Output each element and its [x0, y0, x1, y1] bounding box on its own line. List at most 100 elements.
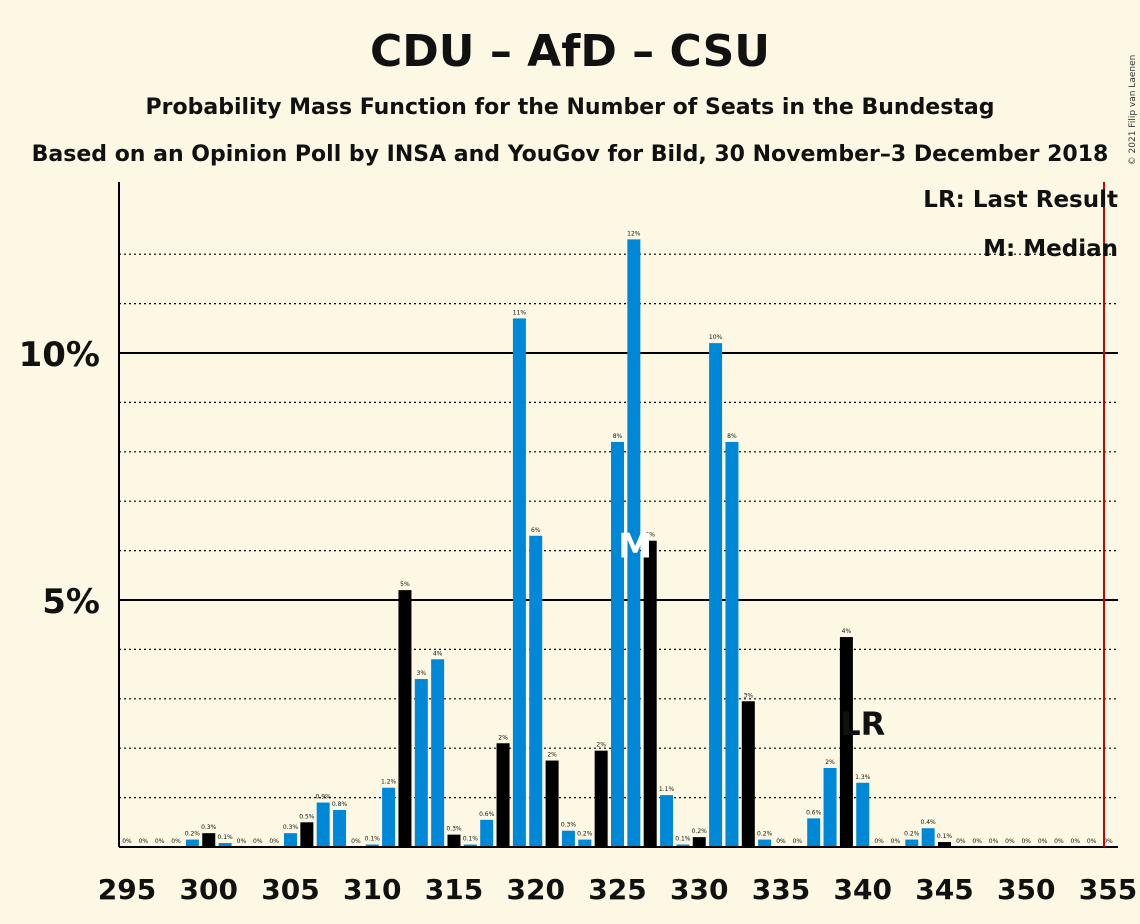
bar-label: 8% — [613, 433, 623, 440]
bar — [676, 844, 690, 847]
x-tick-label: 320 — [507, 873, 565, 906]
bar-label: 0% — [1005, 838, 1015, 845]
bar-label: 2% — [498, 734, 508, 741]
bar-label: 3% — [417, 670, 427, 677]
bar-label: 1.2% — [381, 779, 397, 786]
bar — [905, 839, 919, 847]
bar-label: 0.3% — [561, 822, 577, 829]
bar-label: 0.1% — [463, 836, 479, 843]
bar-label: 0% — [1103, 838, 1113, 845]
bar — [333, 809, 347, 847]
bar-labels: 0% 0% 0% 0%0.2%0.3%0.1%0% 0% 0%0.3%0.5%0.9%0.… — [122, 230, 1113, 845]
bar-label: 0% — [237, 838, 247, 845]
bar-label: 0.1% — [217, 834, 233, 841]
axes — [118, 182, 1118, 848]
bar-label: 12% — [627, 230, 641, 237]
bar-label: 4% — [433, 650, 443, 657]
bar-label: 0.2% — [757, 831, 773, 838]
bar — [856, 782, 870, 847]
bar — [463, 844, 477, 847]
x-tick-label: 305 — [261, 873, 319, 906]
bars — [185, 239, 951, 847]
bar — [218, 843, 232, 847]
markers: M LR — [618, 527, 885, 743]
bar-label: 0% — [956, 838, 966, 845]
bar — [839, 637, 853, 847]
bar-label: 0.3% — [446, 826, 462, 833]
chart-source: Based on an Opinion Poll by INSA and You… — [32, 142, 1109, 167]
bar-label: 2% — [825, 759, 835, 766]
bar-label: 0.2% — [577, 831, 593, 838]
bar-label: 0% — [253, 838, 263, 845]
bar-label: 0.3% — [283, 824, 299, 831]
bar — [398, 590, 412, 847]
bar — [709, 343, 723, 847]
bar-label: 0% — [1071, 838, 1081, 845]
bar-label: 0% — [1021, 838, 1031, 845]
bar — [529, 535, 543, 847]
bar — [594, 750, 608, 847]
bar — [643, 540, 657, 847]
bar-label: 0% — [139, 838, 149, 845]
bar — [365, 844, 379, 847]
bar — [660, 795, 674, 847]
bar — [578, 839, 592, 847]
x-tick-label: 335 — [752, 873, 810, 906]
x-tick-label: 355 — [1079, 873, 1137, 906]
bar-label: 6% — [645, 532, 655, 539]
bar-label: 1.1% — [659, 786, 675, 793]
chart-subtitle: Probability Mass Function for the Number… — [146, 95, 995, 120]
legend-median: M: Median — [983, 236, 1118, 262]
bar — [741, 701, 755, 847]
bar — [512, 318, 526, 847]
bar-label: 0.1% — [937, 833, 953, 840]
x-tick-label: 330 — [670, 873, 728, 906]
bar — [480, 819, 494, 847]
y-tick-labels: 5% 10% — [19, 335, 100, 622]
bar-label: 0.2% — [692, 828, 708, 835]
bar — [414, 679, 428, 847]
bar-label: 0% — [972, 838, 982, 845]
bar-label: 0% — [155, 838, 165, 845]
bar-label: 0.6% — [806, 809, 822, 816]
last-result-marker: LR — [840, 705, 885, 743]
bar — [725, 441, 739, 847]
bar-label: 0.1% — [675, 836, 691, 843]
bar — [284, 833, 297, 847]
bar — [611, 441, 624, 847]
bar — [300, 822, 314, 847]
x-tick-label: 350 — [997, 873, 1055, 906]
legend-last-result: LR: Last Result — [923, 187, 1118, 213]
bar-label: 4% — [842, 628, 852, 635]
bar — [447, 834, 461, 847]
bar — [807, 818, 821, 847]
bar-label: 6% — [531, 527, 541, 534]
bar-label: 0% — [1054, 838, 1064, 845]
bar — [431, 659, 445, 847]
bar — [382, 787, 396, 847]
y-tick-label: 5% — [42, 582, 100, 622]
bar — [561, 830, 575, 847]
bar-label: 2% — [547, 752, 557, 759]
bar-label: 0% — [989, 838, 999, 845]
x-tick-label: 325 — [588, 873, 646, 906]
bar-label: 0.3% — [201, 824, 217, 831]
copyright: © 2021 Filip van Laenen — [1128, 55, 1138, 166]
x-tick-label: 300 — [180, 873, 238, 906]
bar-label: 0% — [122, 838, 132, 845]
bar-label: 0% — [1087, 838, 1097, 845]
bar-label: 0.6% — [479, 811, 495, 818]
bar-label: 0% — [269, 838, 279, 845]
bar — [758, 839, 772, 847]
bar — [938, 842, 951, 847]
x-tick-label: 340 — [834, 873, 892, 906]
bar-label: 2% — [596, 742, 606, 749]
bar-label: 0% — [171, 838, 181, 845]
bar — [545, 760, 559, 847]
bar-label: 0.5% — [299, 813, 315, 820]
bar-label: 8% — [727, 433, 737, 440]
x-tick-label: 345 — [915, 873, 973, 906]
bar-label: 0% — [891, 838, 901, 845]
bar — [496, 743, 510, 847]
